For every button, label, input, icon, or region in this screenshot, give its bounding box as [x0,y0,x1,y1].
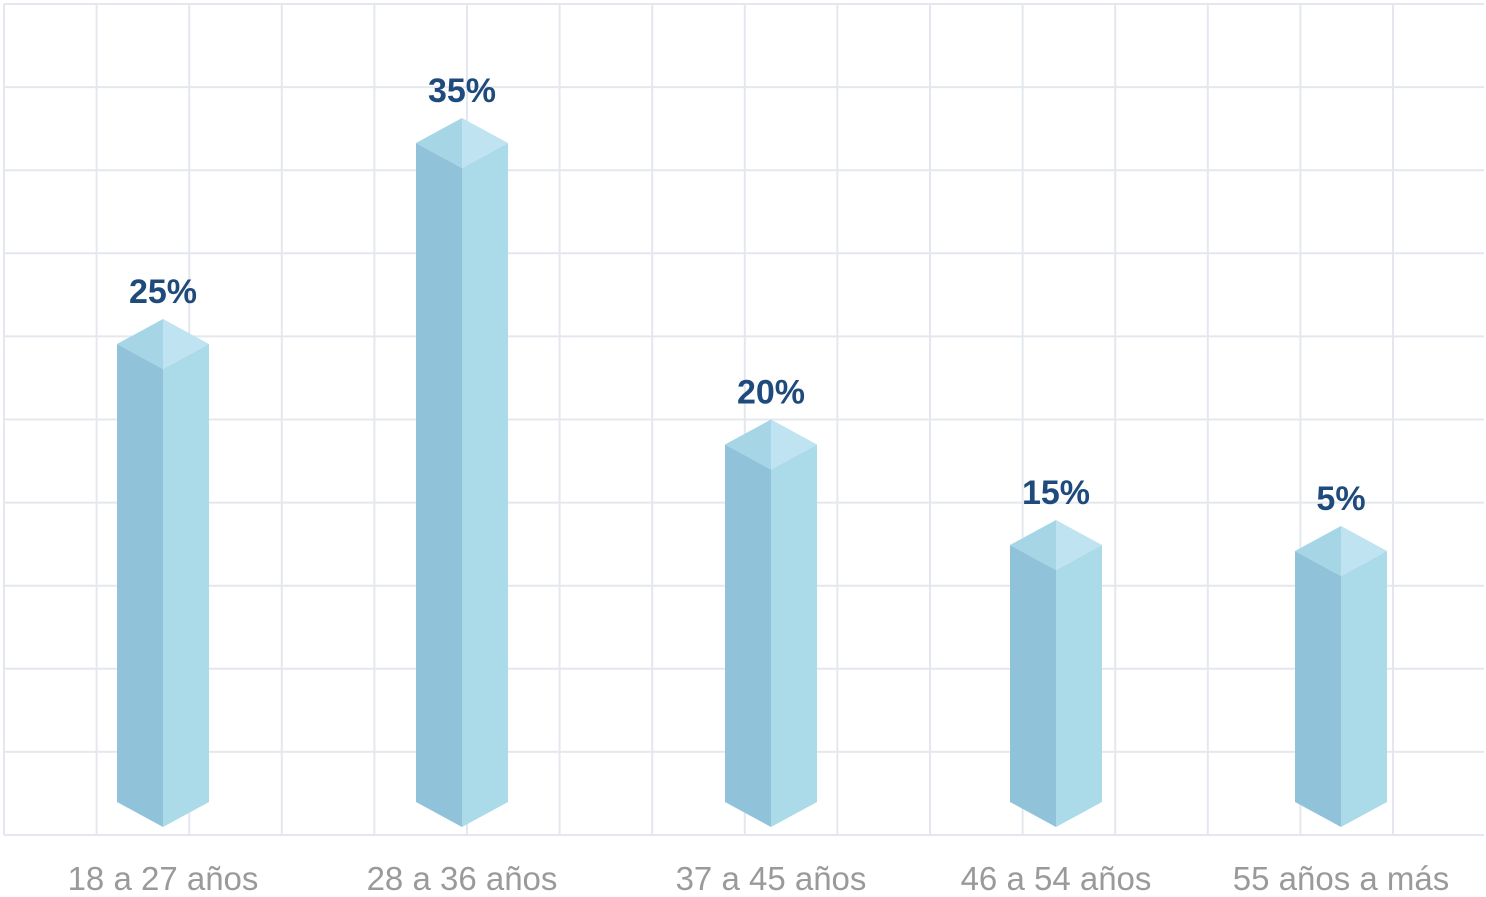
bar-top-left [416,118,462,168]
category-label: 46 a 54 años [961,860,1152,897]
bar-right-face [462,143,508,827]
bar [117,319,209,827]
chart-bars [117,118,1387,827]
chart-labels: 25% 18 a 27 años 35% 28 a 36 años 20% 37 a 45… [68,72,1450,897]
value-label: 35% [428,72,496,110]
bar-right-face [163,344,209,827]
bar [416,118,508,827]
category-label: 28 a 36 años [367,860,558,897]
category-label: 18 a 27 años [68,860,259,897]
value-label: 5% [1316,480,1365,518]
bar-left-face [1010,545,1056,827]
bar-left-face [1295,551,1341,827]
bar-top-right [163,319,209,369]
bar-top-right [462,118,508,168]
bar-top-right [1341,526,1387,576]
bar [1295,526,1387,827]
bar-top-right [1056,520,1102,570]
bar-right-face [1341,551,1387,827]
bar [1010,520,1102,827]
value-label: 15% [1022,474,1090,512]
bar-left-face [416,143,462,827]
bar-top-left [1295,526,1341,576]
value-label: 20% [737,374,805,412]
bar-top-left [117,319,163,369]
bar-left-face [725,444,771,827]
bar [725,419,817,827]
bar-top-left [725,419,771,470]
value-label: 25% [129,273,197,311]
bar-left-face [117,344,163,827]
category-label: 55 años a más [1233,860,1449,897]
bar-top-left [1010,520,1056,570]
bar-right-face [1056,545,1102,827]
bar-top-right [771,419,817,470]
category-label: 37 a 45 años [676,860,867,897]
bar-right-face [771,444,817,827]
